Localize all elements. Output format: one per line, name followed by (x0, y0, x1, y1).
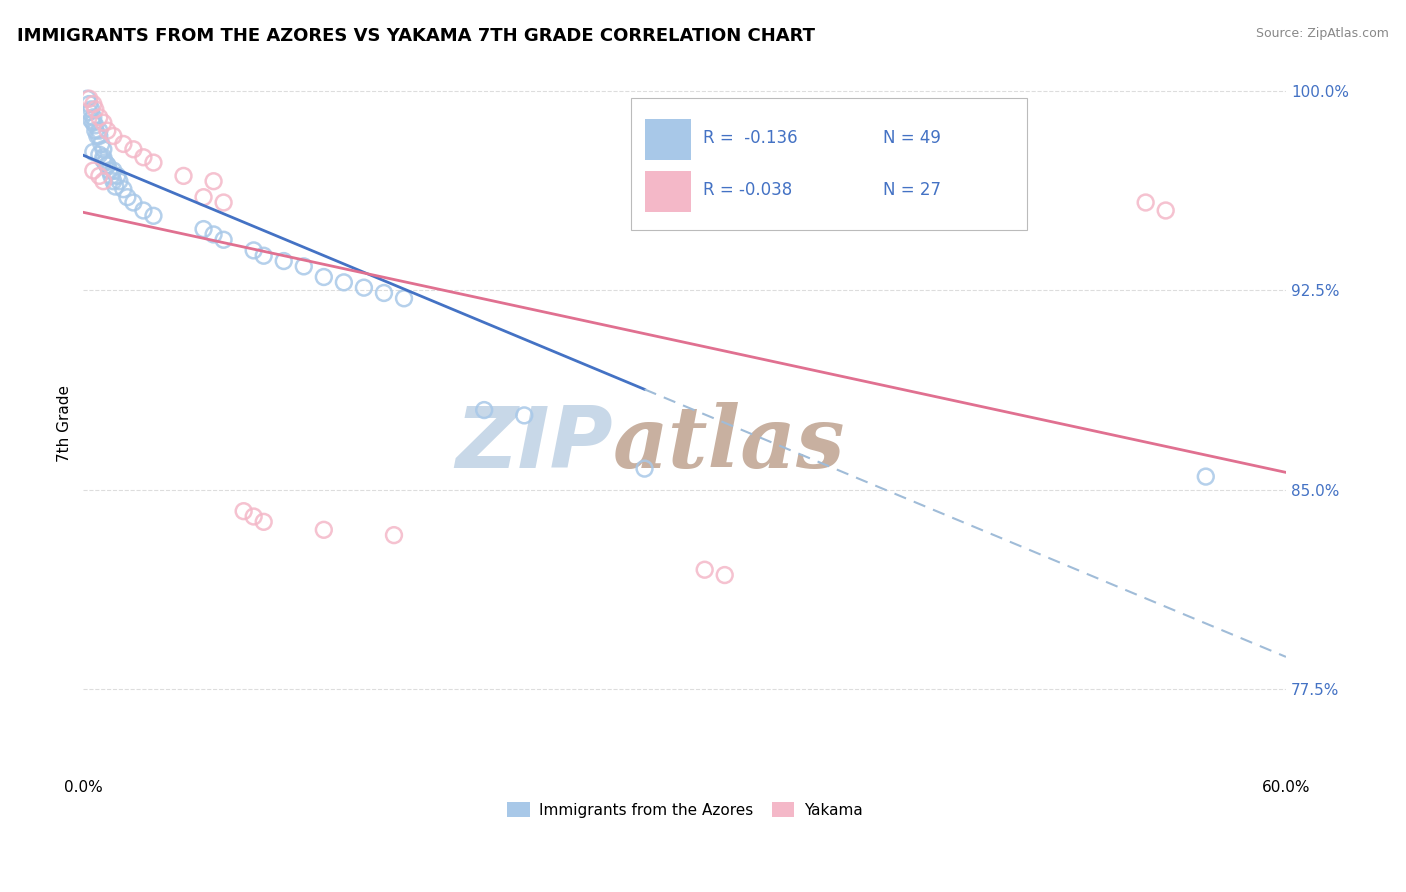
Point (112, 136, 135, 151)
Point (253, 249, 276, 263)
Point (273, 254, 295, 268)
Point (132, 150, 155, 164)
Point (89, 123, 111, 137)
Point (76, 92, 98, 106)
Point (79, 92, 101, 106)
Point (82, 145, 104, 159)
Text: R =  -0.136: R = -0.136 (703, 129, 797, 147)
Point (112, 182, 135, 196)
Point (94, 155, 117, 169)
Point (82, 111, 104, 125)
Point (232, 504, 254, 518)
Point (79, 97, 101, 112)
Text: atlas: atlas (613, 402, 845, 486)
Point (1195, 469, 1218, 483)
Point (89, 111, 111, 125)
Point (312, 270, 335, 285)
Point (82, 116, 104, 130)
FancyBboxPatch shape (630, 98, 1028, 229)
Point (80, 113, 103, 128)
Point (693, 563, 716, 577)
Point (79, 105, 101, 120)
Point (1135, 195, 1157, 210)
Point (713, 568, 735, 582)
Point (212, 195, 235, 210)
Text: IMMIGRANTS FROM THE AZORES VS YAKAMA 7TH GRADE CORRELATION CHART: IMMIGRANTS FROM THE AZORES VS YAKAMA 7TH… (17, 27, 815, 45)
Point (103, 174, 125, 188)
Point (312, 523, 335, 537)
Text: N = 27: N = 27 (883, 181, 941, 199)
Point (91, 153, 114, 167)
Point (193, 222, 215, 236)
Point (89, 128, 111, 143)
Y-axis label: 7th Grade: 7th Grade (58, 384, 72, 462)
Point (98, 163, 121, 178)
Point (90, 136, 112, 151)
Point (91, 142, 114, 156)
Point (80, 103, 103, 117)
Point (108, 174, 131, 188)
Point (104, 179, 127, 194)
Point (173, 169, 195, 183)
Point (1154, 203, 1177, 218)
Point (96, 158, 118, 172)
FancyBboxPatch shape (645, 171, 690, 212)
Point (142, 155, 165, 169)
FancyBboxPatch shape (645, 119, 690, 161)
Point (633, 461, 655, 475)
Legend: Immigrants from the Azores, Yakama: Immigrants from the Azores, Yakama (501, 796, 869, 824)
Point (132, 203, 155, 218)
Point (333, 276, 356, 290)
Point (353, 280, 375, 294)
Point (382, 528, 405, 542)
Point (82, 97, 104, 112)
Point (96, 158, 118, 172)
Point (91, 150, 114, 164)
Point (193, 190, 215, 204)
Text: Source: ZipAtlas.com: Source: ZipAtlas.com (1256, 27, 1389, 40)
Point (105, 169, 128, 183)
Point (84, 119, 107, 133)
Point (86, 128, 108, 143)
Point (84, 103, 107, 117)
Point (242, 509, 264, 524)
Text: R = -0.038: R = -0.038 (703, 181, 792, 199)
Point (82, 163, 104, 178)
Point (100, 169, 122, 183)
Point (212, 233, 235, 247)
Point (253, 515, 276, 529)
Point (142, 209, 165, 223)
Point (91, 116, 114, 130)
Point (122, 195, 145, 210)
Point (122, 142, 145, 156)
Point (392, 291, 415, 305)
Point (472, 403, 495, 417)
Point (103, 163, 125, 178)
Point (292, 260, 315, 274)
Point (89, 147, 111, 161)
Point (89, 169, 111, 183)
Text: ZIP: ZIP (454, 402, 613, 485)
Point (91, 174, 114, 188)
Point (513, 409, 536, 423)
Point (117, 190, 139, 204)
Point (103, 128, 125, 143)
Point (84, 123, 107, 137)
Point (373, 285, 395, 300)
Point (242, 244, 264, 258)
Point (96, 123, 118, 137)
Point (202, 174, 225, 188)
Point (202, 227, 225, 242)
Text: N = 49: N = 49 (883, 129, 941, 147)
